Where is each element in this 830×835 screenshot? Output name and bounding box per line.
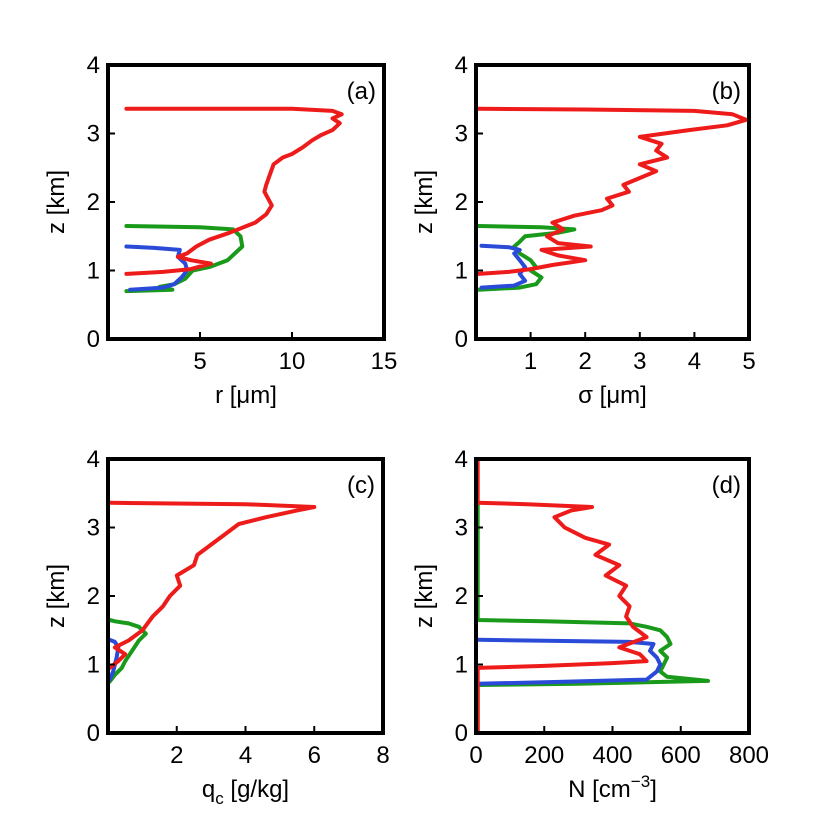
series-line-green [476, 224, 577, 292]
series-line-red [476, 459, 649, 733]
x-tick-label: 600 [661, 742, 701, 769]
y-tick-label: 3 [87, 515, 100, 542]
x-tick-label: 2 [170, 742, 183, 769]
series-line-green [476, 500, 710, 733]
x-tick-label: 4 [239, 742, 252, 769]
y-tick-label: 4 [87, 446, 100, 473]
panel-label: (c) [347, 472, 375, 499]
y-tick-label: 4 [455, 52, 468, 79]
x-tick-label: 2 [579, 348, 592, 375]
y-tick-label: 3 [455, 121, 468, 148]
plot-frame [474, 63, 751, 341]
panel-label: (a) [347, 78, 376, 105]
series-line-blue [476, 637, 663, 686]
panel-d: 0 1 2 3 4 0 200 400 600 800 z [km] N [cm−3] (d) [411, 446, 769, 803]
y-tick-label: 3 [87, 121, 100, 148]
series-line-green [108, 618, 148, 684]
y-tick-label: 4 [455, 446, 468, 473]
x-tick-label: 3 [633, 348, 646, 375]
x-tick-label: 15 [371, 348, 398, 375]
y-axis-label: z [km] [43, 170, 70, 234]
x-tick-label: 4 [688, 348, 701, 375]
x-tick-label: 6 [308, 742, 321, 769]
x-tick-label: 5 [193, 348, 206, 375]
y-tick-label: 1 [87, 258, 100, 285]
series-line-red [476, 106, 749, 276]
x-axis-label: σ [μm] [578, 382, 647, 409]
series-line-blue [108, 637, 121, 682]
x-tick-label: 10 [279, 348, 306, 375]
x-axis-label: qc [g/kg] [202, 776, 289, 808]
panel-label: (d) [712, 472, 741, 499]
series-line-red [124, 106, 344, 276]
panel-c: 0 1 2 3 4 2 4 6 8 z [km] qc [g/kg] (c) [43, 446, 390, 808]
x-tick-label: 0 [469, 742, 482, 769]
x-tick-label: 400 [592, 742, 632, 769]
x-tick-label: 200 [524, 742, 564, 769]
series-line-blue [124, 244, 190, 292]
series-line-red [108, 500, 317, 670]
y-tick-label: 0 [87, 326, 100, 353]
x-axis-label: N [cm−3] [568, 772, 657, 803]
plot-frame [106, 457, 385, 735]
y-tick-label: 1 [455, 258, 468, 285]
y-tick-label: 1 [455, 652, 468, 679]
y-axis-label: z [km] [411, 564, 438, 628]
y-tick-label: 2 [87, 189, 100, 216]
y-tick-label: 4 [87, 52, 100, 79]
y-tick-label: 2 [455, 583, 468, 610]
y-tick-label: 0 [455, 326, 468, 353]
panel-b: 0 1 2 3 4 1 2 3 4 5 z [km] σ [μm] (b) [411, 52, 756, 409]
series-line-blue [479, 243, 528, 290]
y-tick-label: 2 [455, 189, 468, 216]
y-tick-label: 1 [87, 652, 100, 679]
panel-a: 0 1 2 3 4 5 10 15 z [km] r [μm] (a) [43, 52, 397, 409]
plot-frame [474, 457, 751, 735]
y-tick-label: 0 [455, 720, 468, 747]
y-axis-label: z [km] [411, 170, 438, 234]
y-tick-label: 3 [455, 515, 468, 542]
x-tick-label: 1 [524, 348, 537, 375]
x-tick-label: 5 [742, 348, 755, 375]
plot-frame [106, 63, 386, 341]
panel-label: (b) [712, 78, 741, 105]
y-tick-label: 0 [87, 720, 100, 747]
y-axis-label: z [km] [43, 564, 70, 628]
x-axis-label: r [μm] [215, 382, 277, 409]
x-tick-label: 8 [376, 742, 389, 769]
y-tick-label: 2 [87, 583, 100, 610]
x-tick-label: 800 [729, 742, 769, 769]
